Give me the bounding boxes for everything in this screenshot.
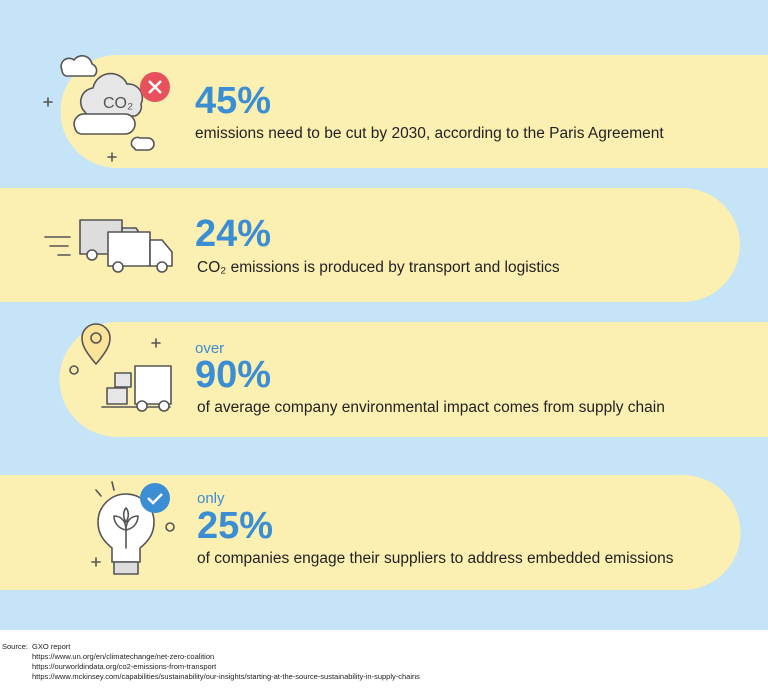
stat-text: of average company environmental impact … [197, 399, 665, 416]
bulb-icon [91, 481, 175, 575]
pill [0, 188, 740, 302]
delivery-icon [69, 323, 172, 412]
stat: 90% [195, 354, 271, 396]
trucks-icon [44, 219, 173, 273]
pill [60, 55, 768, 168]
source-line: GXO report [32, 642, 71, 651]
stat: 25% [197, 505, 273, 547]
pill [0, 475, 741, 590]
stat-text: CO₂ emissions is produced by transport a… [197, 259, 560, 276]
stat-prefix: only [197, 490, 225, 507]
source-line: https://www.un.org/en/climatechange/net-… [32, 652, 214, 661]
stat-text: emissions need to be cut by 2030, accord… [195, 125, 664, 142]
stat-prefix: over [195, 340, 224, 357]
pill [59, 322, 768, 437]
stat: 45% [195, 80, 271, 122]
stat-text: of companies engage their suppliers to a… [197, 550, 674, 567]
source-line: https://www.mckinsey.com/capabilities/su… [32, 672, 420, 681]
co2-icon: CO₂ [43, 55, 170, 162]
source-label: Source: [2, 642, 28, 651]
icon-label: CO₂ [103, 95, 133, 112]
source-line: https://ourworldindata.org/co2-emissions… [32, 662, 217, 671]
stat: 24% [195, 213, 271, 255]
